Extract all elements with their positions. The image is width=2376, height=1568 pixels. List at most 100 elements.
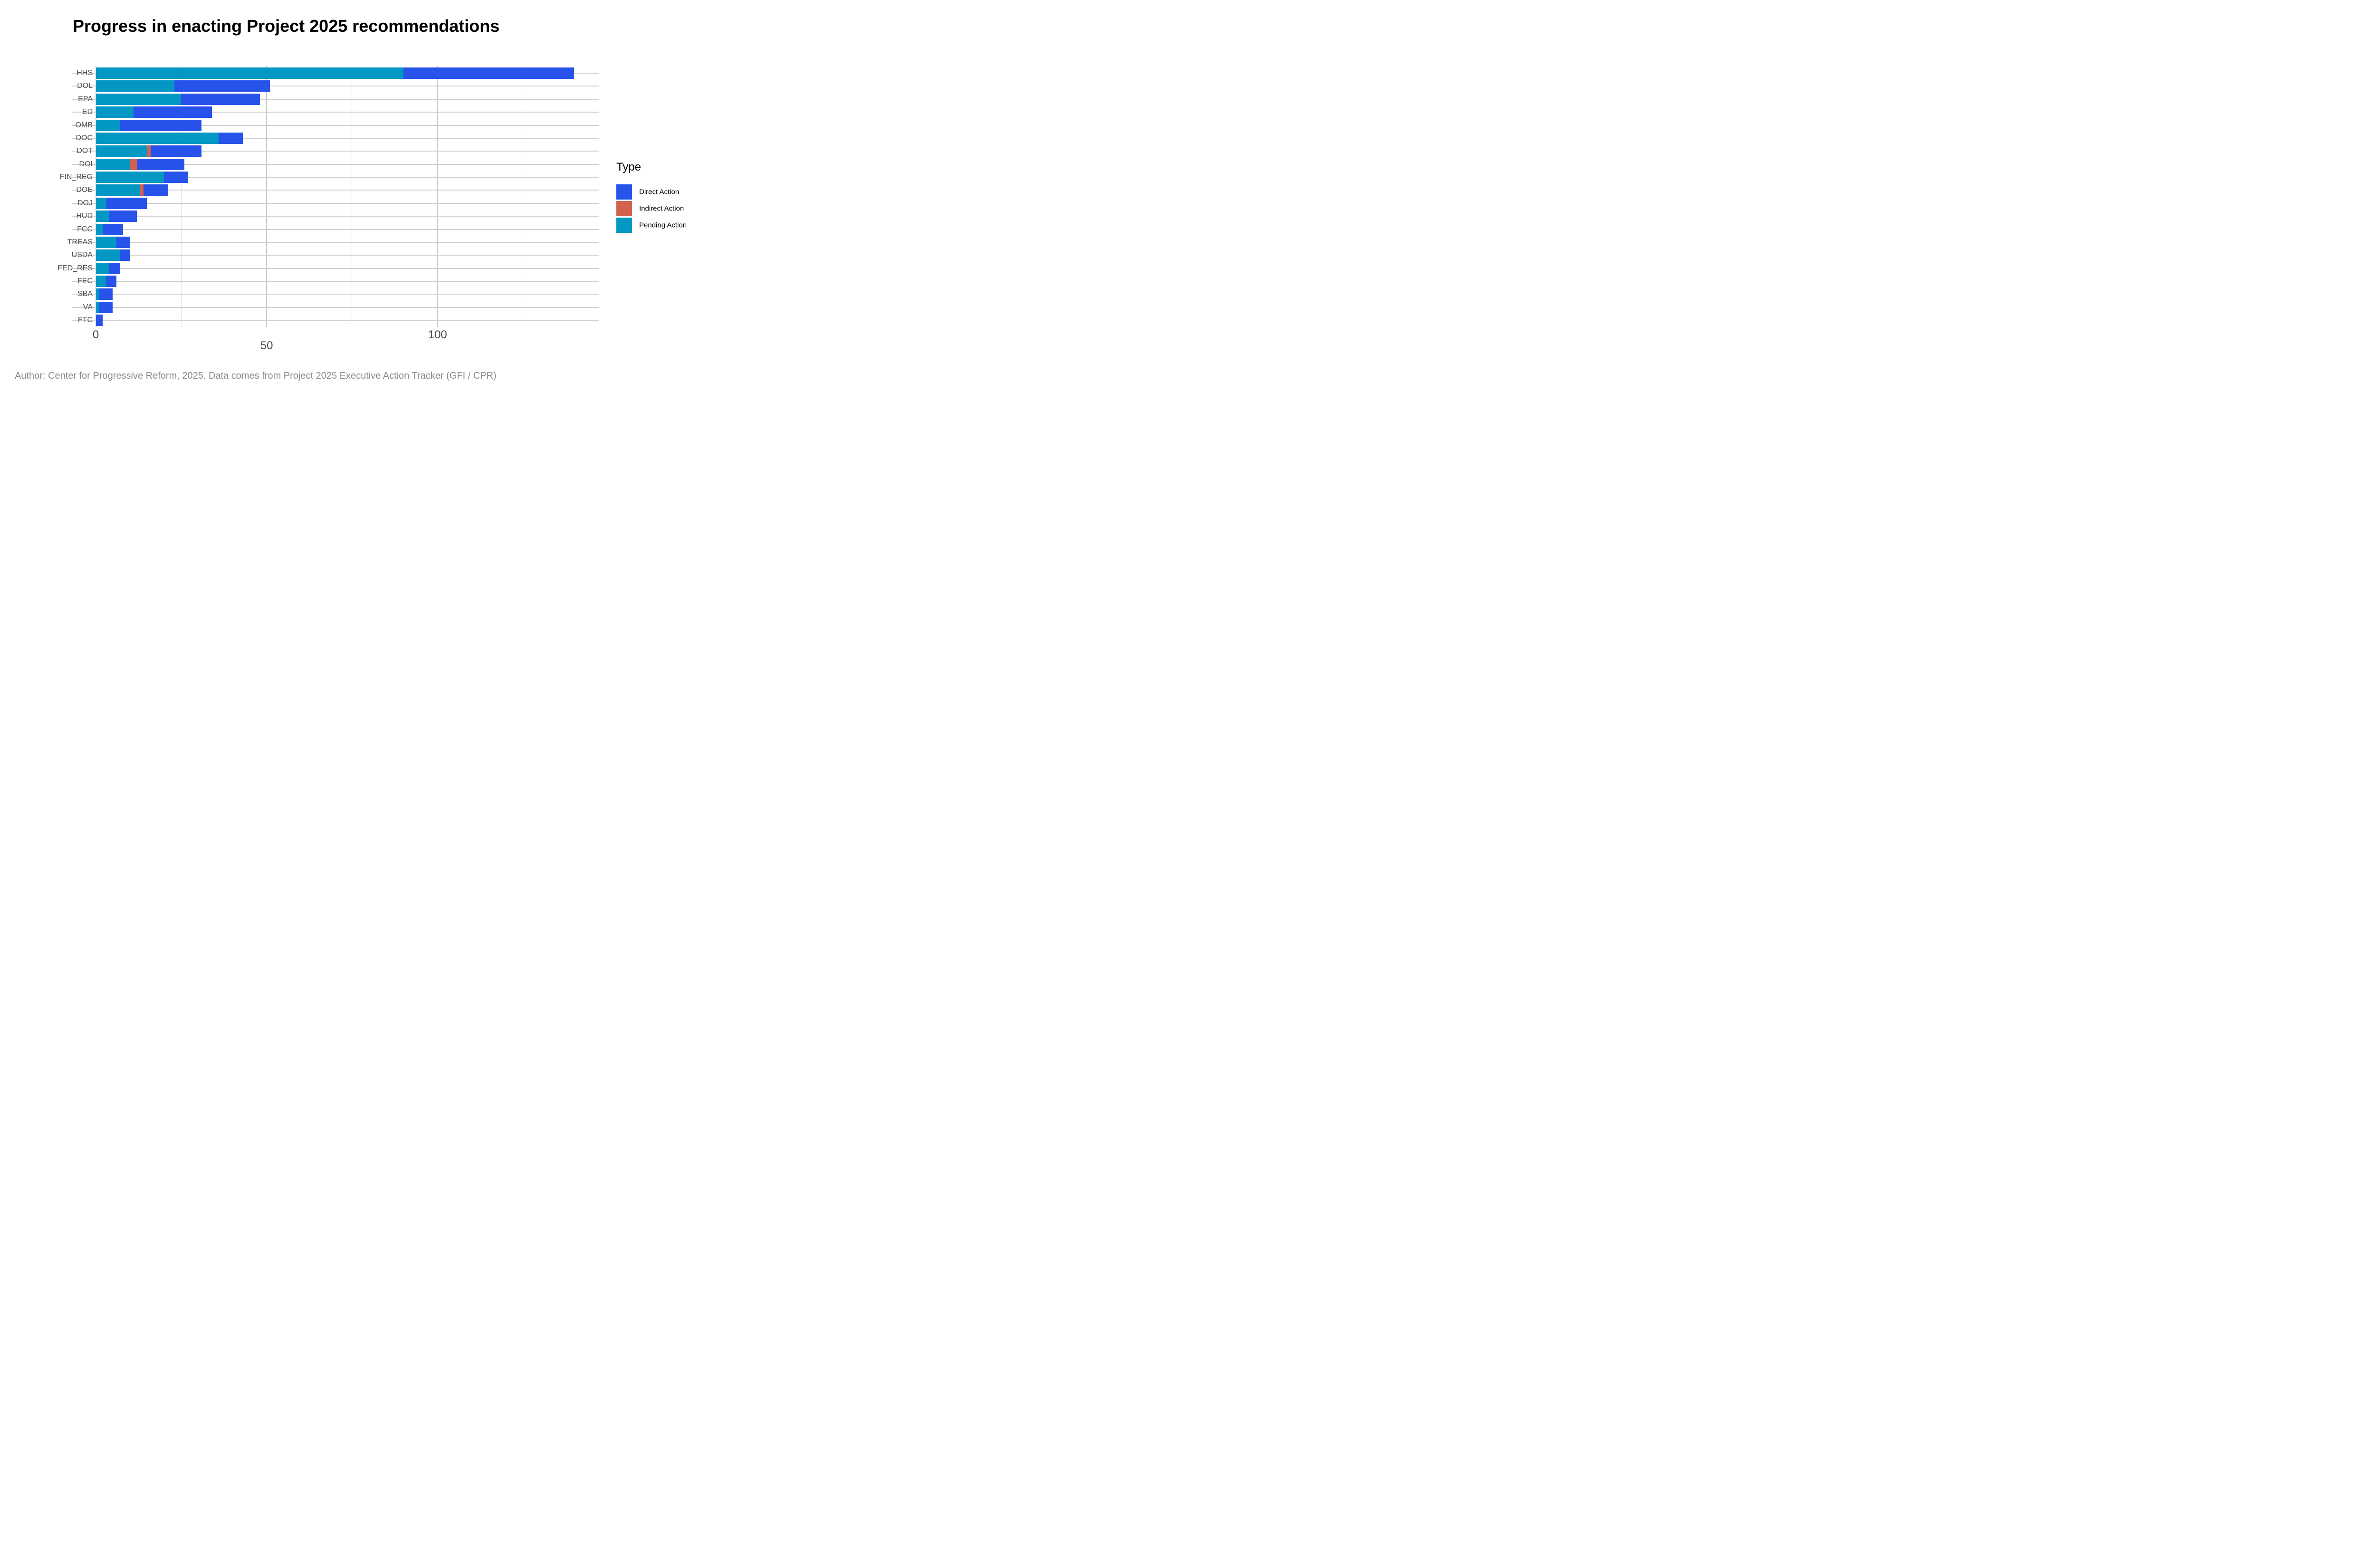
- category-label-sba: SBA: [77, 290, 93, 298]
- category-label-hhs: HHS: [77, 69, 93, 77]
- bar-segment-treas-pending-action: [96, 236, 116, 248]
- bar-segment-treas-direct-action: [116, 236, 130, 248]
- bar-segment-hud-direct-action: [109, 210, 137, 222]
- category-label-ftc: FTC: [77, 316, 93, 325]
- category-label-fec: FEC: [77, 277, 93, 285]
- y-gridline: [72, 98, 599, 100]
- y-gridline: [72, 229, 599, 230]
- bar-segment-dot-indirect-action: [147, 145, 151, 157]
- bar-segment-fcc-direct-action: [102, 223, 124, 235]
- legend-title: Type: [616, 161, 642, 173]
- category-label-doc: DOC: [76, 134, 93, 142]
- y-gridline: [72, 137, 599, 139]
- bar-segment-omb-pending-action: [96, 119, 120, 131]
- y-gridline: [72, 190, 599, 191]
- bar-segment-fed_res-direct-action: [109, 262, 120, 274]
- legend: Type Direct Action Indirect Action Pendi…: [616, 161, 687, 234]
- y-gridline: [72, 320, 599, 321]
- category-label-epa: EPA: [78, 95, 93, 103]
- bar-segment-dol-direct-action: [174, 80, 270, 92]
- legend-item-pending-action: Pending Action: [616, 218, 687, 233]
- category-label-ed: ED: [82, 108, 93, 116]
- bar-segment-hhs-pending-action: [96, 67, 403, 79]
- y-gridline: [72, 306, 599, 308]
- y-gridline: [72, 268, 599, 269]
- bar-segment-va-direct-action: [99, 301, 113, 313]
- bar-segment-va-pending-action: [96, 301, 99, 313]
- bar-segment-doe-indirect-action: [140, 184, 144, 196]
- category-label-omb: OMB: [75, 121, 93, 129]
- bar-segment-usda-direct-action: [119, 249, 130, 261]
- bar-segment-fin_reg-direct-action: [164, 172, 188, 183]
- bar-segment-doe-pending-action: [96, 184, 140, 196]
- bar-segment-doi-direct-action: [136, 158, 185, 170]
- x-tick-label-100: 100: [428, 328, 447, 341]
- bar-segment-fed_res-pending-action: [96, 262, 110, 274]
- bar-segment-fec-pending-action: [96, 276, 106, 287]
- legend-item-direct-action: Direct Action: [616, 184, 679, 200]
- y-gridline: [72, 124, 599, 126]
- bar-segment-epa-pending-action: [96, 93, 182, 105]
- y-gridline: [72, 281, 599, 282]
- category-label-dol: DOL: [77, 82, 93, 90]
- chart-title: Progress in enacting Project 2025 recomm…: [73, 16, 500, 36]
- bar-segment-hud-pending-action: [96, 210, 110, 222]
- y-gridline: [72, 163, 599, 165]
- y-gridline: [72, 112, 599, 113]
- bar-segment-doe-direct-action: [144, 184, 168, 196]
- y-gridline: [72, 241, 599, 243]
- legend-item-indirect-action: Indirect Action: [616, 201, 684, 216]
- bar-segment-ed-direct-action: [133, 106, 212, 118]
- bar-segment-fin_reg-pending-action: [96, 172, 164, 183]
- bar-segment-dol-pending-action: [96, 80, 174, 92]
- category-label-treas: TREAS: [67, 238, 93, 246]
- bar-segment-doc-pending-action: [96, 132, 219, 144]
- category-label-doi: DOI: [79, 160, 93, 168]
- x-major-gridline: [266, 66, 268, 327]
- bar-segment-dot-direct-action: [150, 145, 202, 157]
- plot-panel: HHS DOL EPA ED OMB DOC DOT DOI FIN_REG DOE DOJ HUD F…: [0, 0, 713, 392]
- bar-segment-fec-direct-action: [106, 276, 116, 287]
- category-label-doe: DOE: [76, 186, 93, 194]
- legend-item-label: Direct Action: [639, 188, 680, 196]
- category-label-usda: USDA: [71, 251, 93, 259]
- direct-action-swatch-icon: [616, 184, 632, 200]
- bar-segment-omb-direct-action: [119, 119, 202, 131]
- x-tick-label-0: 0: [92, 328, 99, 341]
- bar-segment-ed-pending-action: [96, 106, 134, 118]
- bar-segment-doi-pending-action: [96, 158, 130, 170]
- source-caption: Author: Center for Progressive Reform, 2…: [15, 371, 497, 381]
- category-label-hud: HUD: [76, 212, 93, 220]
- bar-segment-doc-direct-action: [219, 132, 243, 144]
- bar-segment-usda-pending-action: [96, 249, 120, 261]
- x-major-gridline: [437, 66, 438, 327]
- bar-segment-doj-direct-action: [106, 197, 147, 209]
- x-tick-label-50: 50: [260, 339, 273, 352]
- y-gridline: [72, 294, 599, 295]
- legend-item-label: Pending Action: [639, 221, 687, 229]
- bar-segment-dot-pending-action: [96, 145, 147, 157]
- bar-segment-epa-direct-action: [181, 93, 260, 105]
- bar-segment-doi-indirect-action: [130, 158, 137, 170]
- bar-segment-sba-direct-action: [99, 288, 113, 300]
- category-label-fin_reg: FIN_REG: [59, 173, 93, 181]
- indirect-action-swatch-icon: [616, 201, 632, 216]
- legend-item-label: Indirect Action: [639, 204, 684, 213]
- y-gridline: [72, 151, 599, 152]
- category-label-doj: DOJ: [77, 199, 93, 207]
- category-label-fed_res: FED_RES: [57, 264, 93, 272]
- y-gridline: [72, 216, 599, 217]
- chart-figure: Progress in enacting Project 2025 recomm…: [0, 0, 713, 392]
- pending-action-swatch-icon: [616, 218, 632, 233]
- bar-segment-doj-pending-action: [96, 197, 106, 209]
- category-label-fcc: FCC: [77, 225, 93, 233]
- bar-segment-sba-pending-action: [96, 288, 99, 300]
- category-label-va: VA: [83, 303, 93, 311]
- y-gridline: [72, 255, 599, 256]
- x-minor-gridline: [181, 66, 182, 327]
- y-gridline: [72, 177, 599, 178]
- bar-segment-ftc-direct-action: [96, 315, 103, 326]
- y-gridline: [72, 202, 599, 204]
- category-label-dot: DOT: [77, 147, 93, 155]
- bar-segment-fcc-pending-action: [96, 223, 103, 235]
